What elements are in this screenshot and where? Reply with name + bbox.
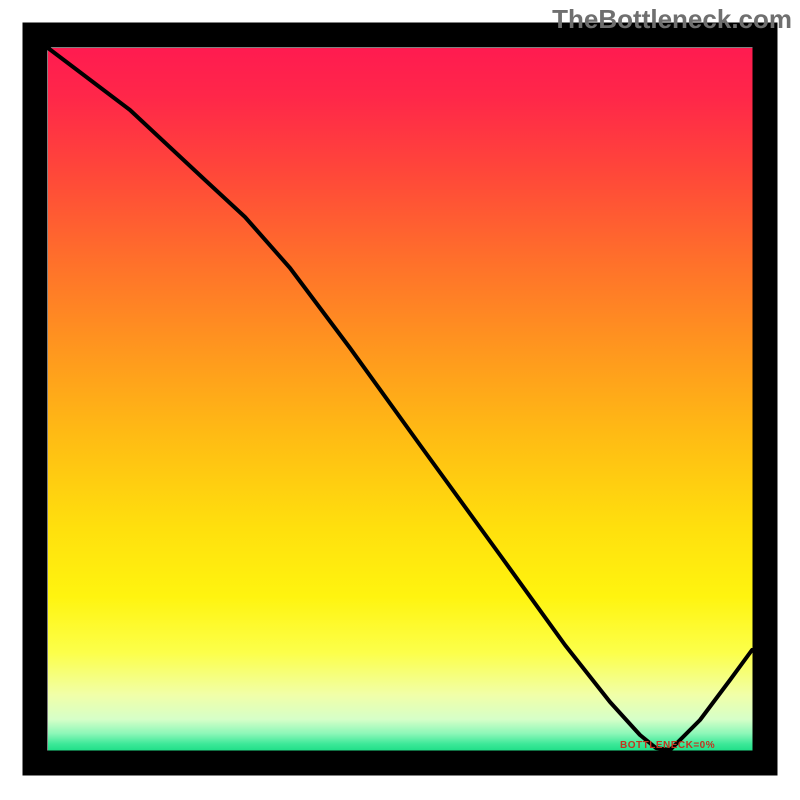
watermark-label: TheBottleneck.com — [552, 4, 792, 35]
gradient-fill — [48, 48, 753, 751]
chart-canvas — [0, 0, 800, 800]
chart-container: TheBottleneck.com BOTTLENECK=0% — [0, 0, 800, 800]
bottleneck-zero-label: BOTTLENECK=0% — [620, 740, 715, 751]
